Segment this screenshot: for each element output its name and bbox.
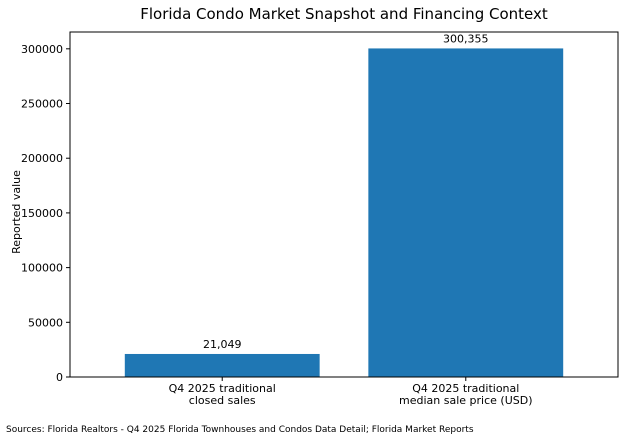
- y-tick-label: 100000: [21, 262, 63, 275]
- axes-frame: [69, 31, 619, 378]
- bar: [368, 48, 564, 377]
- x-tick-label: Q4 2025 traditional closed sales: [169, 382, 276, 407]
- data-label: 300,355: [443, 32, 489, 45]
- bar: [124, 353, 320, 377]
- y-axis-label: Reported value: [10, 170, 23, 254]
- source-note: Sources: Florida Realtors - Q4 2025 Flor…: [6, 425, 474, 435]
- x-tick-label: Q4 2025 traditional median sale price (US…: [399, 382, 532, 407]
- chart-title: Florida Condo Market Snapshot and Financ…: [140, 5, 548, 23]
- data-label: 21,049: [203, 338, 242, 351]
- y-tick-label: 50000: [28, 316, 63, 329]
- y-tick-label: 200000: [21, 152, 63, 165]
- y-tick-label: 250000: [21, 98, 63, 111]
- y-tick-label: 150000: [21, 207, 63, 220]
- plot-area: 21,049 Q4 2025 traditional closed sales 300…: [21, 31, 619, 407]
- y-tick-label: 0: [56, 371, 63, 384]
- y-tick-label: 300000: [21, 43, 63, 56]
